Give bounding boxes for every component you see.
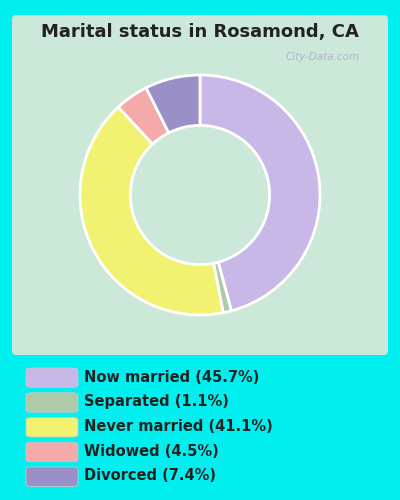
Ellipse shape — [172, 177, 228, 228]
Ellipse shape — [164, 170, 236, 235]
Ellipse shape — [114, 126, 286, 280]
Ellipse shape — [182, 186, 218, 219]
Ellipse shape — [132, 142, 268, 263]
Ellipse shape — [198, 200, 202, 205]
Wedge shape — [214, 262, 231, 312]
Ellipse shape — [109, 121, 291, 284]
Text: Never married (41.1%): Never married (41.1%) — [84, 419, 273, 434]
Ellipse shape — [177, 182, 223, 224]
Wedge shape — [80, 107, 223, 315]
Ellipse shape — [125, 135, 275, 270]
Ellipse shape — [146, 154, 254, 252]
Ellipse shape — [130, 140, 270, 266]
Ellipse shape — [117, 128, 283, 277]
Ellipse shape — [184, 188, 216, 216]
FancyBboxPatch shape — [26, 368, 78, 388]
Ellipse shape — [101, 114, 299, 291]
Text: Divorced (7.4%): Divorced (7.4%) — [84, 468, 216, 483]
Text: City-Data.com: City-Data.com — [286, 52, 360, 62]
FancyBboxPatch shape — [26, 467, 78, 486]
Ellipse shape — [166, 172, 234, 233]
Ellipse shape — [112, 124, 288, 282]
Ellipse shape — [156, 163, 244, 242]
Ellipse shape — [153, 160, 247, 244]
Ellipse shape — [122, 132, 278, 272]
Ellipse shape — [135, 144, 265, 260]
Text: Now married (45.7%): Now married (45.7%) — [84, 370, 259, 384]
FancyBboxPatch shape — [12, 15, 388, 355]
Wedge shape — [200, 75, 320, 311]
Ellipse shape — [148, 156, 252, 249]
FancyBboxPatch shape — [26, 442, 78, 462]
Ellipse shape — [99, 112, 301, 293]
Ellipse shape — [179, 184, 221, 221]
Ellipse shape — [187, 191, 213, 214]
Ellipse shape — [195, 198, 205, 207]
Ellipse shape — [174, 179, 226, 226]
Ellipse shape — [151, 158, 249, 246]
Ellipse shape — [140, 149, 260, 256]
Text: Separated (1.1%): Separated (1.1%) — [84, 394, 229, 409]
Ellipse shape — [106, 118, 294, 286]
Ellipse shape — [143, 152, 257, 254]
FancyBboxPatch shape — [26, 393, 78, 412]
Ellipse shape — [190, 193, 210, 212]
Wedge shape — [146, 75, 200, 133]
Ellipse shape — [192, 196, 208, 209]
Ellipse shape — [127, 138, 273, 268]
FancyBboxPatch shape — [26, 418, 78, 437]
Wedge shape — [118, 88, 169, 144]
Ellipse shape — [104, 116, 296, 288]
Ellipse shape — [120, 130, 280, 274]
Text: Marital status in Rosamond, CA: Marital status in Rosamond, CA — [41, 24, 359, 42]
Text: Widowed (4.5%): Widowed (4.5%) — [84, 444, 219, 459]
Ellipse shape — [161, 168, 239, 238]
Ellipse shape — [138, 146, 262, 258]
Ellipse shape — [169, 174, 231, 231]
Ellipse shape — [158, 166, 242, 240]
